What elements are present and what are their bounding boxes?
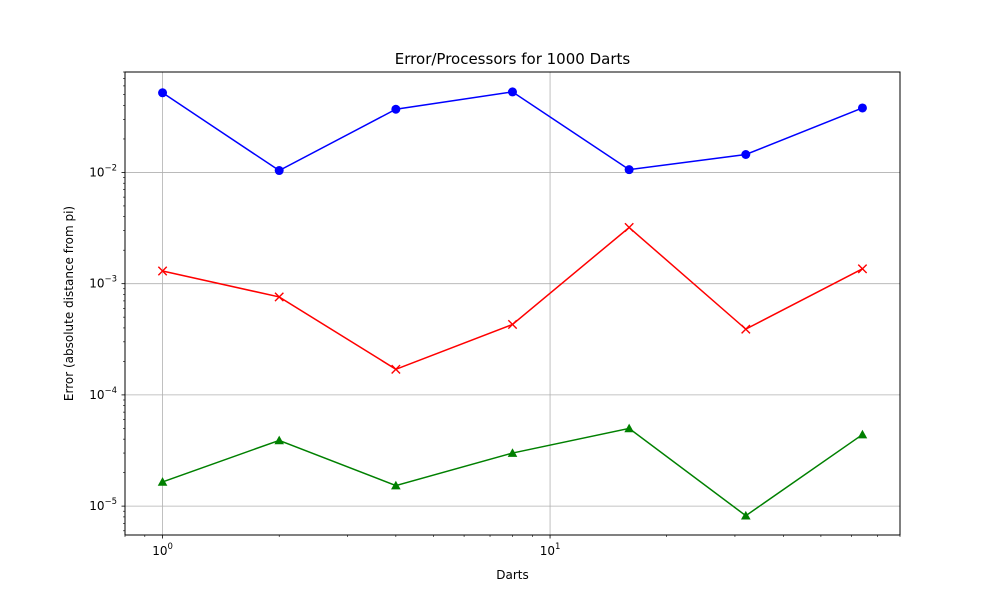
series-1-point [508,87,517,97]
y-tick-label-exponent: −5 [104,497,117,507]
chart-title: Error/Processors for 1000 Darts [395,50,631,68]
plot-background [125,72,900,535]
x-tick-label-base: 10 [152,544,167,558]
x-tick-label-base: 10 [540,544,555,558]
y-tick-label: 10−5 [89,497,117,513]
x-tick-label: 100 [152,542,173,558]
y-tick-label-base: 10 [89,277,104,291]
y-tick-label-exponent: −4 [104,386,117,396]
series-3-point [857,429,868,439]
series-1-point [857,103,867,113]
series-2-point [507,319,518,330]
series-3 [157,423,868,520]
series-2-point [741,324,751,334]
series-1-point [741,149,751,159]
x-axis-label: Darts [496,568,528,582]
series-3-point [507,448,518,457]
series-1-point [274,166,284,176]
grid-lines [125,72,900,535]
x-tick-label-exponent: 1 [555,542,560,552]
y-tick-label: 10−4 [89,386,117,402]
series-2-point [157,266,168,276]
y-tick-label: 10−2 [89,163,117,179]
x-tick-label-exponent: 0 [167,542,172,552]
series-1-point [624,165,634,175]
series-3-point [274,435,285,445]
series-2-point [274,292,284,302]
y-tick-label-exponent: −2 [104,163,117,173]
y-tick-label-base: 10 [89,165,104,179]
series-1-point [391,104,401,114]
series-3-point [391,480,401,490]
y-tick-label: 10−3 [89,275,117,291]
y-tick-label-base: 10 [89,499,104,513]
y-tick-label-exponent: −3 [104,275,117,285]
y-tick-label-base: 10 [89,388,104,402]
series-1 [158,87,867,176]
series-2-point [624,222,634,233]
series-3-point [740,510,751,520]
data-series [157,87,868,520]
y-axis-label: Error (absolute distance from pi) [62,206,76,401]
x-tick-label: 101 [540,542,561,558]
series-3-point [157,477,168,486]
series-1-point [158,88,168,98]
series-2-point [391,364,401,374]
series-2-point [857,264,868,274]
series-2 [157,222,868,374]
series-3-point [624,423,634,433]
